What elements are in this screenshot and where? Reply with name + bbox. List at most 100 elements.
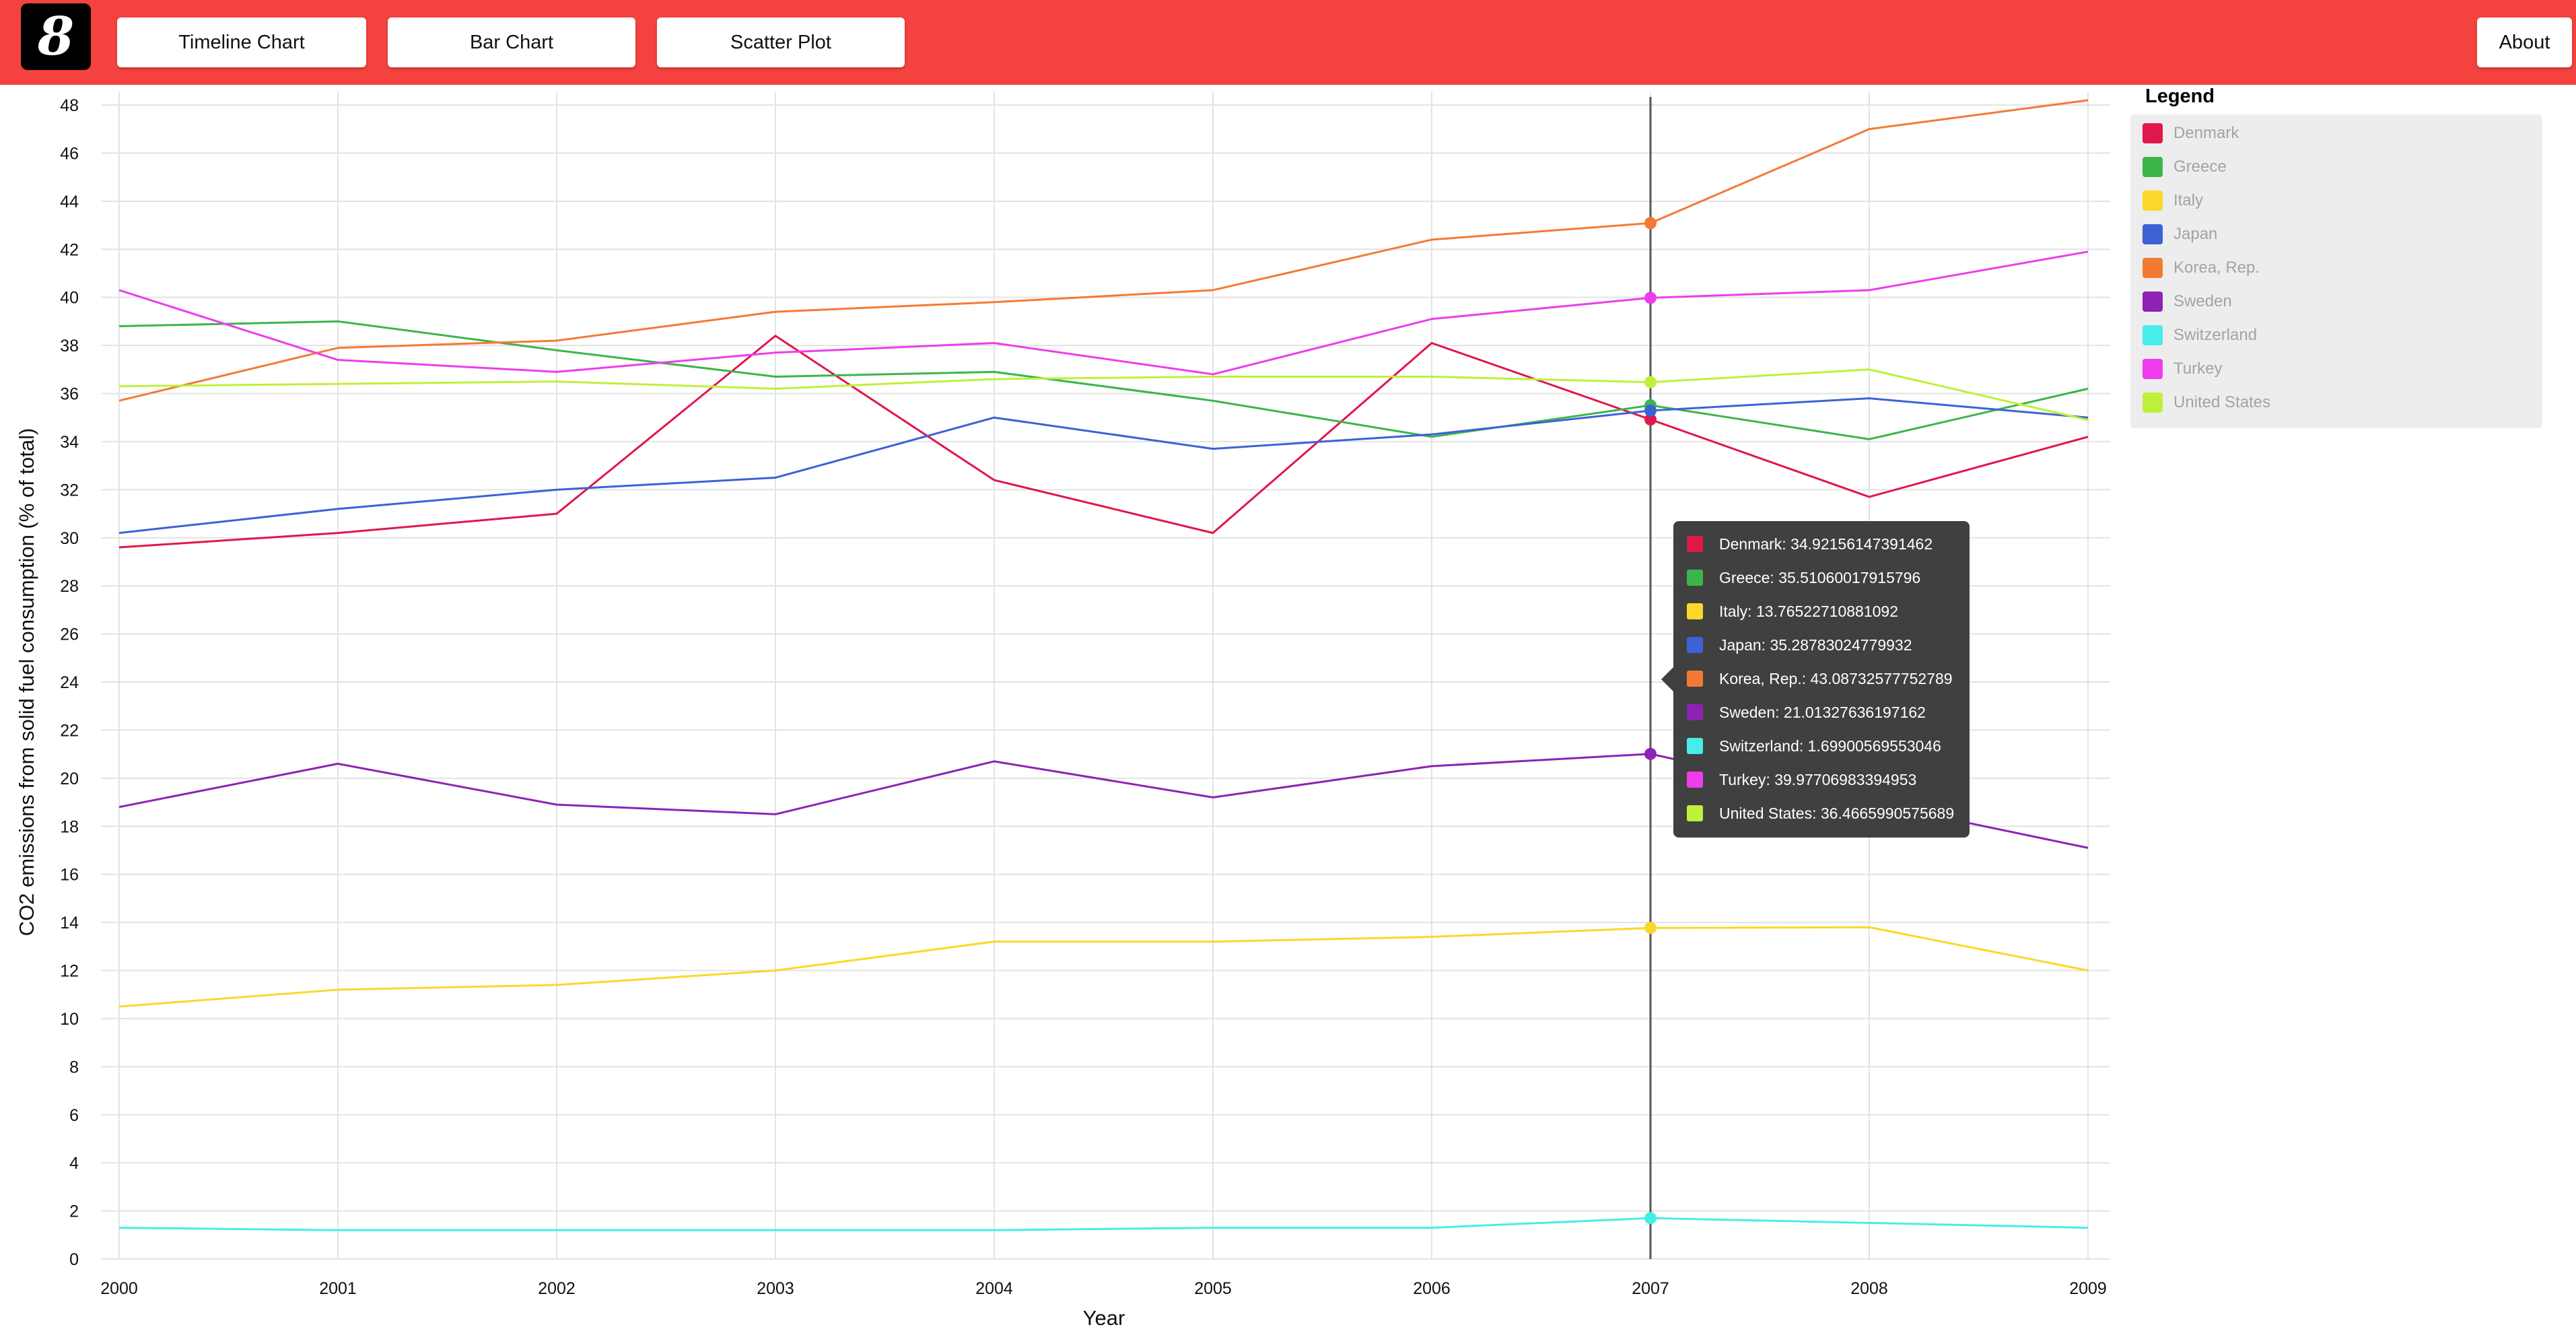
legend-label: Sweden [2173, 292, 2232, 310]
hover-point-marker[interactable] [1644, 747, 1657, 760]
legend-item[interactable]: Korea, Rep. [2143, 254, 2260, 281]
legend-swatch [2143, 258, 2163, 278]
y-tick-label: 36 [60, 385, 79, 404]
y-tick-label: 4 [69, 1154, 79, 1173]
x-tick-label: 2001 [319, 1279, 357, 1298]
legend-swatch [2143, 325, 2163, 345]
tooltip-row: Sweden: 21.01327636197162 [1687, 699, 1926, 726]
tooltip-row: Italy: 13.76522710881092 [1687, 598, 1898, 625]
tooltip-swatch [1687, 536, 1703, 552]
tooltip-row: Turkey: 39.97706983394953 [1687, 766, 1916, 793]
y-tick-label: 2 [69, 1202, 79, 1221]
tooltip-value: Greece: 35.51060017915796 [1719, 568, 1921, 586]
tooltip-row: Denmark: 34.92156147391462 [1687, 531, 1933, 557]
legend-label: Japan [2173, 225, 2218, 243]
legend-item[interactable]: Italy [2143, 187, 2203, 214]
x-tick-label: 2004 [975, 1279, 1013, 1298]
series-line-greece [118, 320, 2089, 440]
legend-label: Switzerland [2173, 326, 2258, 344]
tooltip-value: Switzerland: 1.69900569553046 [1719, 737, 1941, 755]
legend-item[interactable]: Switzerland [2143, 322, 2257, 349]
tooltip-value: Italy: 13.76522710881092 [1719, 602, 1899, 620]
legend-swatch [2143, 393, 2163, 413]
tooltip-value: Korea, Rep.: 43.08732577752789 [1719, 669, 1953, 687]
y-tick-label: 6 [69, 1106, 79, 1125]
tooltip-value: Denmark: 34.92156147391462 [1719, 535, 1933, 553]
tooltip-swatch [1687, 637, 1703, 653]
tooltip-swatch [1687, 671, 1703, 687]
timeline-chart[interactable]: 0246810121416182022242628303234363840424… [0, 85, 2127, 1327]
y-tick-label: 16 [60, 866, 79, 885]
legend-swatch [2143, 292, 2163, 312]
legend-item[interactable]: Greece [2143, 154, 2227, 180]
legend-panel: Denmark Greece Italy Japan Korea, Rep. Sweden… [2130, 114, 2542, 428]
hover-point-marker[interactable] [1644, 217, 1657, 230]
legend-label: Greece [2173, 158, 2227, 176]
bar-chart-button[interactable]: Bar Chart [388, 18, 635, 67]
legend-swatch [2143, 123, 2163, 143]
y-tick-label: 40 [60, 289, 79, 308]
series-line-turkey [118, 250, 2089, 376]
hover-point-marker[interactable] [1644, 413, 1657, 426]
hover-point-marker[interactable] [1644, 404, 1657, 417]
tooltip-value: Japan: 35.28783024779932 [1719, 636, 1912, 654]
legend-item[interactable]: Turkey [2143, 355, 2222, 382]
series-line-united-states [118, 368, 2089, 421]
top-navbar: 8 Timeline Chart Bar Chart Scatter Plot … [0, 0, 2576, 85]
x-tick-label: 2005 [1194, 1279, 1232, 1298]
y-tick-label: 14 [60, 914, 79, 932]
y-tick-label: 42 [60, 240, 79, 259]
y-tick-label: 48 [60, 96, 79, 115]
y-tick-label: 18 [60, 817, 79, 836]
x-tick-label: 2006 [1413, 1279, 1451, 1298]
legend-swatch [2143, 224, 2163, 244]
x-tick-label: 2003 [757, 1279, 794, 1298]
y-axis-title: CO2 emissions from solid fuel consumptio… [15, 428, 38, 937]
hover-point-marker[interactable] [1644, 292, 1657, 304]
tooltip-row: United States: 36.4665990575689 [1687, 800, 1954, 827]
legend-label: Denmark [2173, 124, 2239, 142]
y-tick-label: 30 [60, 529, 79, 548]
hover-point-marker[interactable] [1644, 1212, 1657, 1225]
legend-title: Legend [2145, 86, 2215, 107]
y-tick-label: 46 [60, 144, 79, 163]
tooltip-row: Korea, Rep.: 43.08732577752789 [1687, 665, 1953, 692]
y-tick-label: 10 [60, 1010, 79, 1029]
x-axis-title: Year [1083, 1306, 1125, 1327]
y-tick-label: 24 [60, 673, 79, 692]
y-tick-label: 32 [60, 481, 79, 500]
logo-glyph: 8 [37, 5, 75, 67]
legend-item[interactable]: Sweden [2143, 288, 2232, 315]
legend-label: Turkey [2173, 360, 2223, 378]
hover-point-marker[interactable] [1644, 922, 1657, 934]
tooltip-swatch [1687, 805, 1703, 821]
series-line-japan [118, 397, 2089, 535]
legend-item[interactable]: Japan [2143, 221, 2217, 248]
timeline-chart-button[interactable]: Timeline Chart [117, 18, 366, 67]
legend-swatch [2143, 157, 2163, 177]
x-tick-label: 2008 [1850, 1279, 1888, 1298]
legend-item[interactable]: Denmark [2143, 120, 2239, 147]
legend-label: Italy [2173, 191, 2204, 209]
tooltip-row: Greece: 35.51060017915796 [1687, 564, 1920, 591]
x-tick-label: 2000 [100, 1279, 138, 1298]
y-tick-label: 38 [60, 337, 79, 355]
legend-swatch [2143, 359, 2163, 379]
legend-item[interactable]: United States [2143, 389, 2270, 416]
tooltip-swatch [1687, 738, 1703, 754]
x-tick-label: 2007 [1632, 1279, 1669, 1298]
x-tick-label: 2002 [538, 1279, 576, 1298]
hover-point-marker[interactable] [1644, 376, 1657, 388]
series-line-switzerland [118, 1217, 2089, 1231]
tooltip-value: Turkey: 39.97706983394953 [1719, 770, 1917, 788]
y-tick-label: 0 [69, 1250, 79, 1269]
tooltip-swatch [1687, 772, 1703, 788]
app-logo[interactable]: 8 [21, 3, 91, 70]
legend-label: United States [2173, 393, 2271, 411]
tooltip-swatch [1687, 704, 1703, 720]
y-tick-label: 28 [60, 577, 79, 596]
about-button[interactable]: About [2477, 18, 2572, 67]
series-line-korea-rep [118, 99, 2089, 402]
y-tick-label: 22 [60, 721, 79, 740]
scatter-plot-button[interactable]: Scatter Plot [657, 18, 905, 67]
